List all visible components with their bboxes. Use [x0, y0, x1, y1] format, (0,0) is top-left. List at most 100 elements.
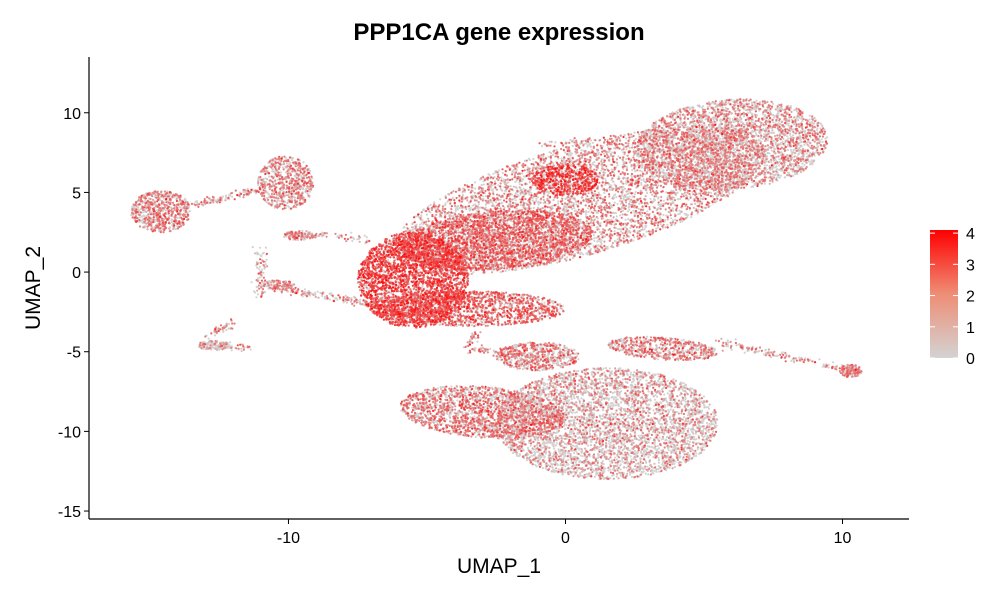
- cell-point: [530, 191, 533, 194]
- cell-point: [712, 118, 715, 121]
- cell-point: [820, 138, 823, 141]
- cell-point: [602, 152, 606, 155]
- cell-point: [592, 234, 596, 237]
- cell-point: [728, 119, 731, 122]
- points-layer: [130, 98, 863, 481]
- cell-point: [708, 175, 711, 178]
- cell-point: [444, 204, 447, 207]
- cell-point: [678, 209, 681, 212]
- cell-point: [615, 166, 618, 169]
- chart-title: PPP1CA gene expression: [353, 19, 644, 46]
- cell-point: [681, 220, 684, 223]
- cell-point: [653, 175, 656, 178]
- cell-point: [808, 114, 811, 117]
- cell-point: [454, 209, 457, 212]
- cell-point: [616, 202, 619, 206]
- cell-point: [595, 236, 598, 239]
- cell-point: [573, 210, 576, 213]
- cell-point: [657, 226, 660, 229]
- cell-point: [792, 148, 795, 151]
- cell-point: [772, 113, 775, 116]
- cell-point: [617, 228, 620, 231]
- cell-point: [658, 216, 662, 219]
- cell-point: [706, 105, 710, 108]
- cell-point: [419, 223, 422, 226]
- cell-point: [586, 207, 590, 210]
- cell-point: [631, 169, 634, 172]
- cell-point: [640, 183, 643, 186]
- cell-point: [797, 119, 800, 122]
- cell-point: [824, 137, 827, 140]
- cell-point: [787, 171, 791, 174]
- cell-point: [474, 187, 477, 190]
- cell-point: [711, 132, 714, 135]
- cell-point: [615, 215, 618, 218]
- cell-point: [685, 213, 688, 216]
- cell-point: [621, 209, 625, 212]
- cell-point: [593, 239, 596, 242]
- cell-point: [672, 209, 675, 212]
- cell-point: [421, 219, 424, 222]
- cell-point: [779, 154, 782, 157]
- cell-point: [584, 210, 588, 213]
- cell-point: [565, 235, 568, 238]
- cell-point: [632, 209, 635, 212]
- cell-point: [637, 133, 641, 136]
- cell-point: [501, 171, 504, 174]
- cell-point: [526, 171, 529, 174]
- cell-point: [676, 191, 679, 194]
- cell-point: [556, 261, 559, 264]
- cell-point: [521, 172, 524, 175]
- cell-point: [657, 184, 660, 187]
- cell-point: [498, 169, 501, 172]
- cell-point: [800, 117, 803, 120]
- cell-point: [745, 152, 748, 155]
- cell-point: [634, 137, 638, 141]
- cell-point: [456, 208, 459, 211]
- cell-point: [625, 193, 628, 196]
- cell-point: [499, 271, 502, 274]
- cell-point: [625, 158, 628, 161]
- cell-point: [577, 202, 581, 205]
- cell-point: [557, 200, 560, 203]
- cell-point: [779, 174, 783, 177]
- cell-point: [618, 220, 621, 223]
- cell-point: [613, 194, 616, 197]
- cell-point: [646, 191, 649, 194]
- cell-point: [618, 199, 622, 202]
- cell-point: [771, 102, 775, 105]
- cell-point: [786, 148, 790, 151]
- cell-point: [463, 190, 466, 193]
- cell-point: [808, 121, 812, 124]
- cell-point: [736, 102, 739, 105]
- cell-point: [520, 180, 524, 183]
- cell-point: [628, 208, 631, 211]
- cell-point: [402, 226, 405, 229]
- cell-point: [570, 159, 573, 162]
- cell-point: [662, 213, 665, 217]
- cell-point: [720, 192, 724, 195]
- cell-point: [665, 191, 668, 194]
- cell-point: [711, 195, 715, 198]
- cell-point: [600, 174, 603, 177]
- cell-point: [557, 202, 560, 205]
- cell-point: [600, 158, 603, 161]
- cell-point: [482, 180, 485, 183]
- cell-point: [721, 106, 724, 109]
- cell-point: [754, 132, 758, 135]
- cell-point: [604, 183, 607, 186]
- cell-point: [468, 209, 471, 212]
- cell-point: [755, 99, 758, 102]
- cell-point: [625, 165, 629, 168]
- cell-point: [627, 217, 630, 221]
- cell-point: [473, 181, 477, 184]
- cell-point: [585, 222, 588, 225]
- cell-point: [491, 202, 494, 205]
- cell-point: [633, 170, 637, 173]
- cell-point: [697, 185, 700, 188]
- cell-point: [643, 145, 646, 148]
- cell-point: [491, 188, 494, 191]
- cell-point: [646, 210, 649, 213]
- cell-point: [606, 247, 609, 250]
- cell-point: [691, 190, 694, 193]
